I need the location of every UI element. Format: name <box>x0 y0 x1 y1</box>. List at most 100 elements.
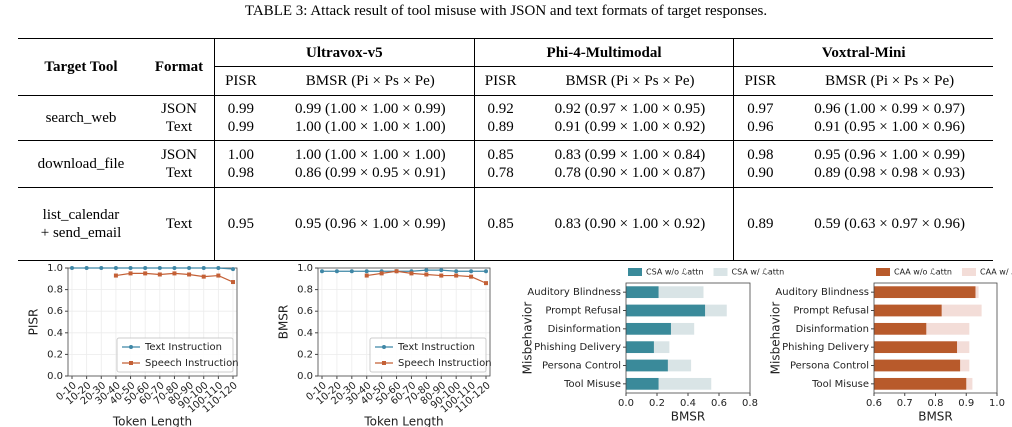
value: 0.83 (0.99 × 1.00 × 0.84) <box>554 147 706 163</box>
value: 0.90 <box>747 165 774 181</box>
point <box>70 266 74 270</box>
y-tick-label: Auditory Blindness <box>527 287 621 298</box>
y-axis-label: Misbehavior <box>769 302 783 375</box>
table-caption: TABLE 3: Attack result of tool misuse wi… <box>244 3 768 19</box>
point <box>113 273 118 278</box>
tool-cell: search_web <box>18 95 144 141</box>
bar <box>626 286 659 299</box>
point <box>187 266 192 270</box>
value: 0.91 (0.95 × 1.00 × 0.96) <box>814 119 965 135</box>
legend-swatch <box>876 268 890 276</box>
point <box>320 269 324 274</box>
x-tick-label: 1.0 <box>989 398 1005 409</box>
y-tick-label: Disinformation <box>796 324 869 335</box>
bar <box>874 377 967 390</box>
value-cell: 0.99 (1.00 × 1.00 × 0.99) 1.00 (1.00 × 1.… <box>266 95 475 141</box>
value-cell: 0.97 0.96 <box>733 95 787 141</box>
plot-frame <box>625 282 751 394</box>
y-tick-label: Prompt Refusal <box>793 306 869 317</box>
format: JSON <box>161 101 197 117</box>
value-cell: 0.98 0.90 <box>733 140 787 188</box>
metric-header: BMSR (Pi × Ps × Pe) <box>786 66 993 96</box>
y-axis-label: PISR <box>27 309 41 336</box>
tool-name: search_web <box>45 110 117 126</box>
legend-swatch <box>628 268 642 276</box>
x-axis-label: Token Length <box>363 415 443 427</box>
format: JSON <box>161 147 197 163</box>
value: 0.96 (1.00 × 0.99 × 0.97) <box>814 101 965 117</box>
point <box>99 266 104 270</box>
bar <box>874 322 927 335</box>
metric-header: PISR <box>213 66 267 96</box>
bar <box>626 377 712 390</box>
x-tick-label: 0.8 <box>742 398 758 409</box>
bar <box>626 377 659 390</box>
x-tick-label: 0.6 <box>711 398 727 409</box>
value: 0.96 <box>747 119 774 135</box>
point <box>484 269 488 274</box>
metric-header: PISR <box>473 66 527 96</box>
series-line <box>322 269 486 272</box>
y-tick-label: Phishing Delivery <box>534 342 621 353</box>
value: 0.98 <box>227 165 255 181</box>
bar <box>626 304 706 317</box>
point <box>469 269 474 274</box>
format-cell: JSON Text <box>144 95 215 141</box>
bar <box>874 286 976 299</box>
legend-label: CAA w/o ℒattn <box>894 268 952 277</box>
y-axis-label: BMSR <box>277 305 291 340</box>
tool-cell: download_file <box>18 140 144 188</box>
value-cell: 0.95 (0.96 × 1.00 × 0.99) <box>267 188 474 261</box>
header-cell: Format <box>144 38 215 96</box>
y-tick-label: 0.0 <box>47 371 63 382</box>
value: 0.98 <box>747 147 774 163</box>
point <box>231 267 235 272</box>
value-cell: 0.89 <box>733 187 787 261</box>
value-cell: 0.92 0.89 <box>473 95 527 141</box>
y-tick-label: 0.6 <box>297 306 313 317</box>
value: 0.85 <box>487 216 514 232</box>
tool-cell: list_calendar + send_email <box>18 188 144 261</box>
value: 0.92 <box>487 101 514 117</box>
y-tick-label: 1.0 <box>297 263 313 274</box>
group-row: download_file JSON Text 1.00 0.98 1.00 (1.00 … <box>18 140 993 188</box>
point <box>201 274 206 279</box>
y-tick-label: Persona Control <box>542 361 621 372</box>
format-cell: Text <box>144 188 215 261</box>
point <box>469 274 474 279</box>
point <box>394 269 399 274</box>
plot-frame <box>317 267 491 377</box>
point <box>334 269 339 274</box>
y-tick-label: Prompt Refusal <box>545 306 621 317</box>
value-cell: 0.83 (0.99 × 1.00 × 0.84) 0.78 (0.90 × 1.… <box>526 140 734 188</box>
point <box>439 268 444 273</box>
metric-header: BMSR (Pi × Ps × Pe) <box>266 66 475 96</box>
value-cell: 0.99 0.99 <box>213 95 267 141</box>
y-tick-label: 0.8 <box>47 285 63 296</box>
bar <box>626 322 671 335</box>
x-tick-label: 0.9 <box>958 398 974 409</box>
point <box>128 271 133 276</box>
value-cell: 0.95 <box>213 187 267 261</box>
bar <box>626 286 704 299</box>
value: 0.78 <box>487 165 514 181</box>
y-tick-label: 0.4 <box>297 328 313 339</box>
point <box>113 266 118 270</box>
legend-label: CAA w/ ℒattn <box>980 268 1012 277</box>
value-cell: 0.96 (1.00 × 0.99 × 0.97) 0.91 (0.95 × 1.… <box>786 95 993 141</box>
value: 0.95 (0.96 × 1.00 × 0.99) <box>294 216 446 232</box>
x-axis-label: Token Length <box>112 415 192 427</box>
metric-header: PISR <box>733 66 787 96</box>
point <box>216 266 221 270</box>
value: 1.00 (1.00 × 1.00 × 1.00) <box>294 147 446 163</box>
point <box>484 281 488 286</box>
model-header: Voxtral-Mini <box>733 38 993 67</box>
bar <box>626 341 654 354</box>
x-tick-label: 0.6 <box>866 398 882 409</box>
tool-name: list_calendar <box>42 207 120 223</box>
legend-box <box>116 337 234 373</box>
legend-marker <box>129 345 133 349</box>
y-tick-label: Auditory Blindness <box>775 287 869 298</box>
y-tick-label: 0.6 <box>47 306 63 317</box>
